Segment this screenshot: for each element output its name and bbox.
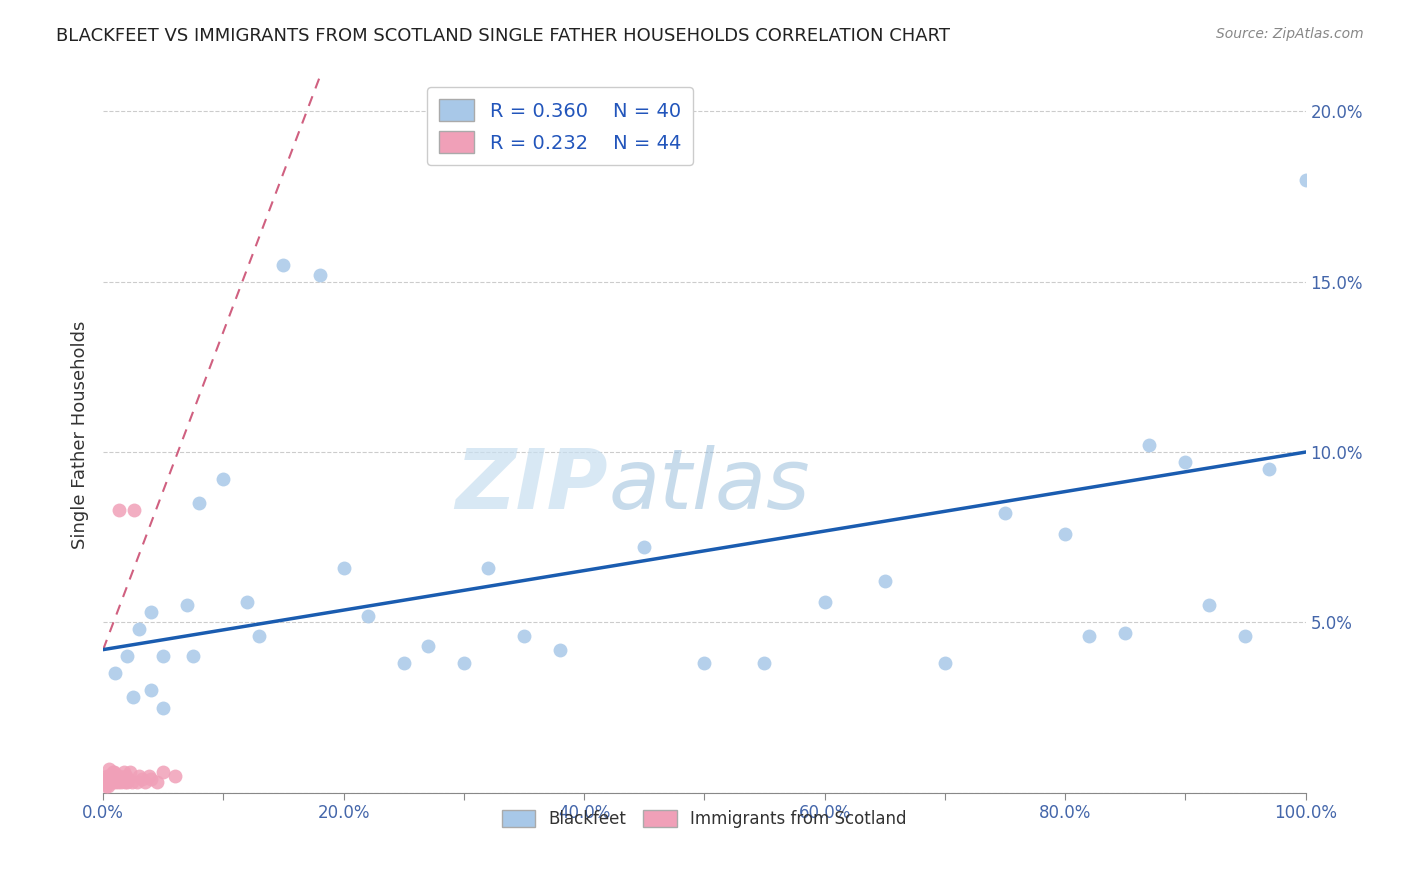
Point bbox=[141, 605, 163, 619]
Point bbox=[141, 772, 163, 786]
Point bbox=[873, 574, 896, 589]
Point bbox=[146, 775, 169, 789]
Point bbox=[249, 629, 271, 643]
Point bbox=[152, 700, 174, 714]
Text: ZIP: ZIP bbox=[456, 444, 609, 525]
Point bbox=[101, 775, 124, 789]
Point bbox=[392, 657, 415, 671]
Point bbox=[104, 666, 127, 681]
Point bbox=[152, 765, 174, 780]
Point bbox=[104, 775, 127, 789]
Point bbox=[1053, 526, 1076, 541]
Point bbox=[273, 258, 295, 272]
Point bbox=[141, 683, 163, 698]
Point bbox=[152, 649, 174, 664]
Point bbox=[107, 769, 129, 783]
Point bbox=[125, 775, 148, 789]
Point bbox=[332, 561, 354, 575]
Point bbox=[98, 775, 121, 789]
Point bbox=[633, 541, 655, 555]
Point bbox=[1234, 629, 1257, 643]
Point bbox=[1174, 455, 1197, 469]
Point bbox=[165, 769, 187, 783]
Point bbox=[97, 772, 120, 786]
Point bbox=[97, 779, 120, 793]
Point bbox=[105, 772, 128, 786]
Point bbox=[107, 503, 129, 517]
Point bbox=[121, 775, 143, 789]
Point bbox=[111, 772, 134, 786]
Point bbox=[477, 561, 499, 575]
Point bbox=[994, 507, 1017, 521]
Point bbox=[104, 769, 127, 783]
Point bbox=[96, 775, 118, 789]
Point bbox=[103, 772, 125, 786]
Point bbox=[813, 595, 835, 609]
Text: atlas: atlas bbox=[609, 444, 810, 525]
Point bbox=[513, 629, 536, 643]
Point bbox=[124, 503, 146, 517]
Point bbox=[138, 769, 160, 783]
Point bbox=[1295, 172, 1317, 186]
Point bbox=[117, 772, 139, 786]
Point bbox=[100, 775, 122, 789]
Point bbox=[94, 772, 117, 786]
Point bbox=[107, 775, 129, 789]
Point bbox=[103, 765, 125, 780]
Point bbox=[548, 642, 571, 657]
Point bbox=[134, 775, 156, 789]
Point bbox=[308, 268, 330, 282]
Point bbox=[934, 657, 956, 671]
Point bbox=[114, 775, 136, 789]
Point bbox=[754, 657, 776, 671]
Point bbox=[94, 779, 117, 793]
Point bbox=[416, 639, 439, 653]
Point bbox=[1114, 625, 1136, 640]
Point bbox=[128, 622, 150, 636]
Point bbox=[128, 769, 150, 783]
Point bbox=[98, 769, 121, 783]
Point bbox=[356, 608, 378, 623]
Point bbox=[453, 657, 475, 671]
Point bbox=[112, 765, 135, 780]
Y-axis label: Single Father Households: Single Father Households bbox=[72, 321, 89, 549]
Point bbox=[212, 472, 235, 486]
Point bbox=[1258, 462, 1281, 476]
Point bbox=[96, 769, 118, 783]
Point bbox=[98, 772, 121, 786]
Point bbox=[101, 765, 124, 780]
Point bbox=[115, 775, 138, 789]
Point bbox=[115, 649, 138, 664]
Point bbox=[181, 649, 204, 664]
Point bbox=[98, 775, 121, 789]
Text: Source: ZipAtlas.com: Source: ZipAtlas.com bbox=[1216, 27, 1364, 41]
Point bbox=[1198, 599, 1220, 613]
Point bbox=[115, 769, 138, 783]
Point bbox=[122, 690, 145, 705]
Point bbox=[1137, 438, 1160, 452]
Point bbox=[110, 775, 132, 789]
Point bbox=[176, 599, 198, 613]
Legend: Blackfeet, Immigrants from Scotland: Blackfeet, Immigrants from Scotland bbox=[495, 803, 912, 834]
Point bbox=[693, 657, 716, 671]
Point bbox=[98, 762, 121, 776]
Text: BLACKFEET VS IMMIGRANTS FROM SCOTLAND SINGLE FATHER HOUSEHOLDS CORRELATION CHART: BLACKFEET VS IMMIGRANTS FROM SCOTLAND SI… bbox=[56, 27, 950, 45]
Point bbox=[1078, 629, 1101, 643]
Point bbox=[131, 772, 153, 786]
Point bbox=[236, 595, 259, 609]
Point bbox=[188, 496, 211, 510]
Point bbox=[100, 769, 122, 783]
Point bbox=[118, 765, 141, 780]
Point bbox=[93, 775, 115, 789]
Point bbox=[108, 772, 131, 786]
